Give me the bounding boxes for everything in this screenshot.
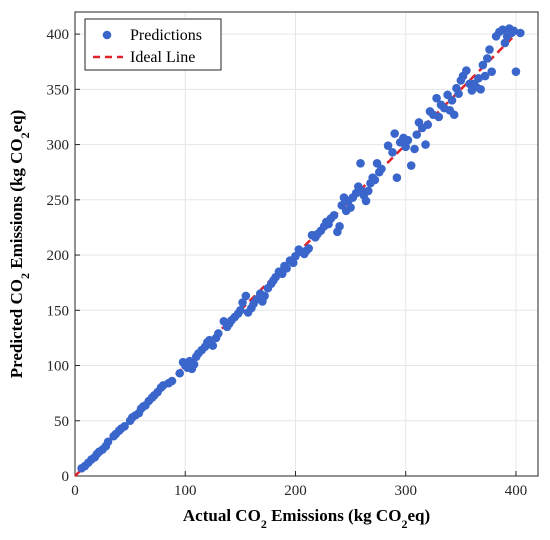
x-axis-label: Actual CO2 Emissions (kg CO2eq) (183, 506, 430, 531)
legend: Predictions Ideal Line (84, 18, 222, 71)
data-point (500, 38, 510, 48)
data-point (167, 376, 177, 386)
data-point (432, 93, 441, 103)
axis-label-part: 2 (401, 517, 407, 531)
plot-frame (74, 11, 539, 477)
data-point (406, 161, 416, 170)
y-tick-label: 300 (47, 138, 70, 154)
data-point (401, 142, 411, 152)
data-point (335, 222, 344, 231)
y-tick-label: 50 (54, 414, 69, 430)
data-point (462, 66, 471, 75)
data-point (346, 203, 355, 212)
data-point (476, 85, 485, 94)
data-point (509, 26, 519, 36)
y-tick-label: 150 (47, 303, 70, 319)
data-point (260, 291, 269, 301)
data-point (447, 96, 457, 105)
prediction-points (77, 24, 525, 473)
data-point (434, 112, 444, 122)
y-tick-label: 100 (47, 359, 70, 375)
axis-ticks: 0 100 200 300 400 0 50 100 150 200 250 300 350 400 (47, 27, 528, 499)
data-point (236, 305, 245, 315)
data-point (454, 89, 463, 99)
y-tick-label: 200 (47, 248, 70, 264)
legend-label-ideal-line: Ideal Line (130, 49, 195, 66)
x-tick-label: 0 (71, 483, 79, 499)
data-point (478, 60, 488, 70)
axis-label-part: Emissions (kg CO (7, 138, 26, 273)
data-point (103, 437, 113, 447)
data-point (511, 67, 521, 76)
data-point (474, 73, 483, 83)
data-point (288, 258, 298, 268)
y-axis-label: Predicted CO2 Emissions (kg CO2eq) (7, 110, 32, 379)
legend-label-predictions: Predictions (130, 27, 202, 44)
data-point (482, 54, 492, 63)
axis-label-part: 2 (18, 273, 32, 279)
axis-label-part: Emissions (kg CO (267, 506, 402, 525)
data-point (403, 135, 413, 145)
data-point (377, 164, 386, 174)
data-point (392, 173, 402, 183)
data-point (388, 148, 397, 157)
data-point (361, 196, 371, 206)
axis-label-part: Actual CO (183, 506, 261, 525)
data-point (487, 67, 497, 76)
data-point (241, 291, 251, 301)
y-tick-label: 0 (62, 469, 70, 485)
data-point (356, 159, 365, 168)
data-point (120, 421, 129, 431)
axis-label-part: 2 (18, 132, 32, 138)
data-point (214, 329, 223, 338)
data-point (189, 360, 199, 369)
y-tick-label: 350 (47, 82, 70, 98)
legend-marker-predictions (102, 30, 112, 40)
x-tick-label: 400 (505, 483, 528, 499)
axis-label-part: eq) (407, 506, 430, 525)
y-tick-label: 250 (47, 193, 70, 209)
data-point (282, 264, 291, 273)
axis-label-part: 2 (261, 517, 267, 531)
x-tick-label: 100 (174, 483, 197, 499)
legend-box (84, 18, 222, 71)
axis-label-part: eq) (7, 110, 26, 133)
data-point (421, 140, 430, 149)
data-point (329, 210, 339, 220)
data-point (498, 25, 508, 34)
data-point (480, 71, 490, 81)
data-point (485, 45, 494, 54)
data-point (390, 129, 399, 138)
data-point (423, 120, 433, 129)
x-tick-label: 300 (394, 483, 417, 499)
data-point (363, 186, 373, 196)
data-point (208, 341, 218, 350)
data-point (175, 368, 185, 378)
data-point (238, 298, 247, 307)
data-point (410, 144, 419, 154)
data-point (412, 130, 422, 139)
axis-label-part: Predicted CO (7, 279, 26, 378)
data-point (383, 141, 393, 150)
data-point (449, 110, 459, 120)
data-point (304, 244, 314, 253)
data-point (516, 28, 525, 38)
y-tick-label: 400 (47, 27, 70, 43)
x-tick-label: 200 (284, 483, 307, 499)
data-point (370, 175, 380, 185)
